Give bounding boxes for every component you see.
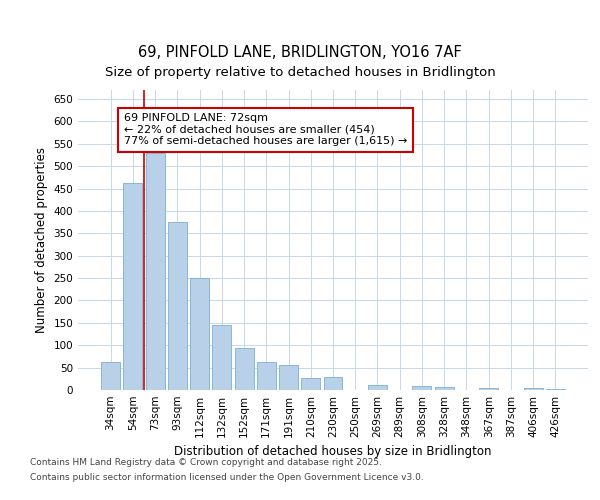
Bar (257, 362, 276, 390)
X-axis label: Distribution of detached houses by size in Bridlington: Distribution of detached houses by size … (174, 446, 492, 458)
Text: Contains HM Land Registry data © Crown copyright and database right 2025.: Contains HM Land Registry data © Crown c… (30, 458, 382, 467)
Bar (546, 388, 565, 390)
Bar (190, 278, 209, 390)
Bar (168, 222, 187, 390)
Bar (368, 384, 387, 390)
Text: Contains public sector information licensed under the Open Government Licence v3: Contains public sector information licen… (30, 473, 424, 482)
Text: Size of property relative to detached houses in Bridlington: Size of property relative to detached ho… (104, 66, 496, 79)
Bar (146, 152, 164, 390)
Bar (412, 386, 431, 390)
Bar (212, 325, 231, 390)
Bar (479, 388, 498, 390)
Bar (301, 378, 320, 390)
Bar (101, 362, 120, 390)
Text: 69 PINFOLD LANE: 72sqm
← 22% of detached houses are smaller (454)
77% of semi-de: 69 PINFOLD LANE: 72sqm ← 22% of detached… (124, 114, 407, 146)
Text: 69, PINFOLD LANE, BRIDLINGTON, YO16 7AF: 69, PINFOLD LANE, BRIDLINGTON, YO16 7AF (138, 45, 462, 60)
Bar (124, 183, 142, 390)
Y-axis label: Number of detached properties: Number of detached properties (35, 147, 48, 333)
Bar (323, 378, 343, 390)
Bar (435, 387, 454, 390)
Bar (524, 388, 542, 390)
Bar (279, 366, 298, 390)
Bar (235, 348, 254, 390)
